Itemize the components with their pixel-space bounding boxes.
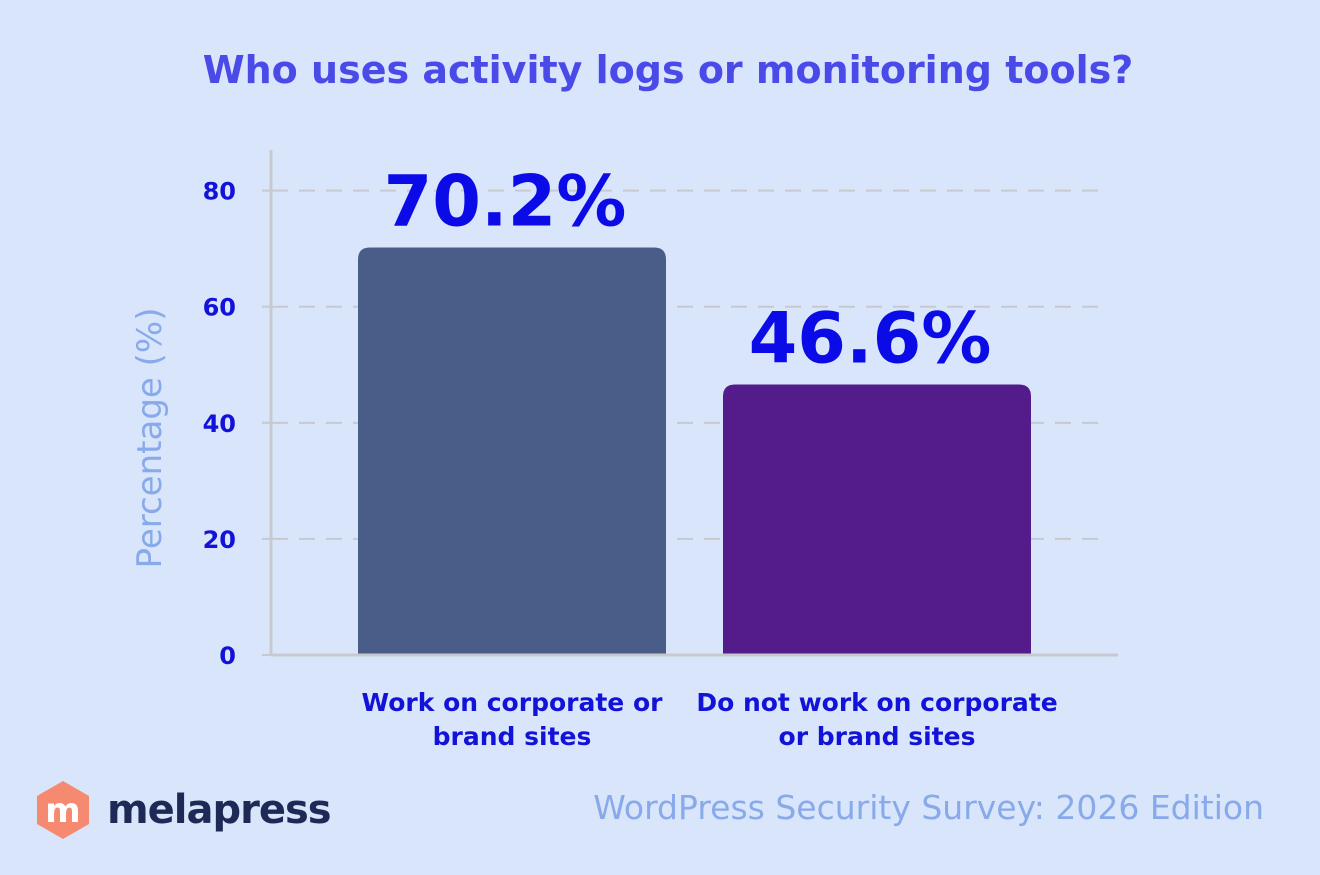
x-tick-label: Do not work on corporate [696, 688, 1057, 717]
logo-letter: m [45, 791, 80, 831]
x-tick-label: Work on corporate or [362, 688, 664, 717]
x-tick-label: or brand sites [779, 722, 976, 751]
y-tick-label: 80 [203, 178, 236, 206]
y-tick-label: 60 [203, 294, 236, 322]
data-label: 46.6% [749, 298, 992, 380]
brand-name: melapress [107, 787, 332, 833]
y-axis-label: Percentage (%) [130, 308, 170, 569]
survey-footer: WordPress Security Survey: 2026 Edition [593, 788, 1264, 827]
bar [723, 384, 1031, 655]
x-tick-label: brand sites [433, 722, 592, 751]
data-label: 70.2% [384, 161, 627, 243]
y-tick-label: 0 [219, 642, 236, 670]
chart-title: Who uses activity logs or monitoring too… [203, 48, 1134, 92]
brand-logo: m melapress [33, 780, 332, 840]
y-tick-label: 40 [203, 410, 236, 438]
y-tick-label: 20 [203, 526, 236, 554]
bar [358, 247, 666, 655]
bar-chart: Who uses activity logs or monitoring too… [130, 48, 1134, 751]
melapress-logo-icon: m [37, 781, 89, 839]
